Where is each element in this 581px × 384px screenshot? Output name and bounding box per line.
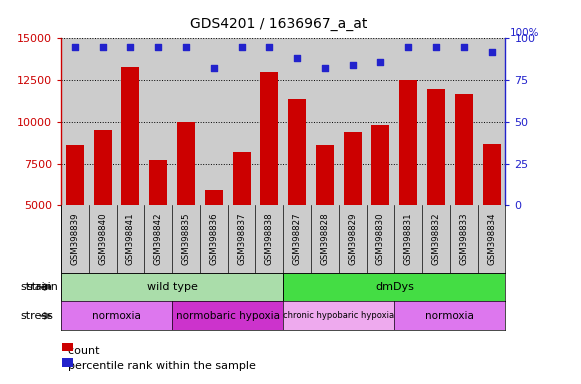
Point	[487, 49, 496, 55]
Text: GSM398837: GSM398837	[237, 213, 246, 265]
Text: GDS4201 / 1636967_a_at: GDS4201 / 1636967_a_at	[190, 17, 368, 31]
Text: dmDys: dmDys	[375, 282, 414, 292]
Point	[153, 44, 163, 50]
Point	[376, 59, 385, 65]
Point	[209, 65, 218, 71]
Point	[431, 44, 440, 50]
Bar	[121, 67, 139, 289]
Text: 100%: 100%	[510, 28, 539, 38]
Point	[98, 44, 107, 50]
Bar	[177, 122, 195, 289]
Bar	[260, 72, 278, 289]
Point	[181, 44, 191, 50]
Point	[292, 55, 302, 61]
Text: GSM398838: GSM398838	[265, 213, 274, 265]
Point	[126, 44, 135, 50]
Bar	[94, 130, 112, 289]
Text: chronic hypobaric hypoxia: chronic hypobaric hypoxia	[283, 311, 394, 320]
Bar	[399, 80, 417, 289]
Point	[237, 44, 246, 50]
Text: GSM398835: GSM398835	[181, 213, 191, 265]
Bar	[288, 99, 306, 289]
Text: GSM398836: GSM398836	[209, 213, 218, 265]
Text: GSM398829: GSM398829	[348, 213, 357, 265]
Text: GSM398834: GSM398834	[487, 213, 496, 265]
Bar	[343, 132, 362, 289]
Text: normoxia: normoxia	[92, 311, 141, 321]
Bar	[205, 190, 223, 289]
Bar	[172, 301, 283, 330]
Text: strain: strain	[26, 282, 58, 292]
Bar	[427, 88, 445, 289]
Text: normoxia: normoxia	[425, 311, 474, 321]
Bar	[316, 145, 334, 289]
Point	[459, 44, 468, 50]
Bar	[283, 273, 505, 301]
Bar	[149, 161, 167, 289]
Bar	[61, 301, 172, 330]
Text: GSM398841: GSM398841	[126, 213, 135, 265]
Text: stress: stress	[20, 311, 53, 321]
Point	[70, 44, 80, 50]
Bar	[232, 152, 250, 289]
Point	[265, 44, 274, 50]
Bar	[61, 273, 283, 301]
Bar	[371, 125, 389, 289]
Point	[320, 65, 329, 71]
Bar	[66, 145, 84, 289]
Bar	[394, 301, 505, 330]
Text: GSM398839: GSM398839	[70, 213, 80, 265]
Text: GSM398842: GSM398842	[154, 213, 163, 265]
Text: GSM398833: GSM398833	[460, 213, 468, 265]
Text: GSM398828: GSM398828	[320, 213, 329, 265]
Text: percentile rank within the sample: percentile rank within the sample	[61, 361, 256, 371]
Point	[404, 44, 413, 50]
Point	[348, 62, 357, 68]
Text: GSM398831: GSM398831	[404, 213, 413, 265]
Bar	[483, 144, 501, 289]
Text: GSM398827: GSM398827	[293, 213, 302, 265]
Bar	[455, 94, 473, 289]
Text: count: count	[61, 346, 99, 356]
Text: GSM398830: GSM398830	[376, 213, 385, 265]
Text: normobaric hypoxia: normobaric hypoxia	[175, 311, 279, 321]
Bar	[283, 301, 394, 330]
Text: wild type: wild type	[146, 282, 198, 292]
Text: GSM398840: GSM398840	[98, 213, 107, 265]
Text: strain: strain	[20, 282, 52, 292]
Text: GSM398832: GSM398832	[432, 213, 440, 265]
